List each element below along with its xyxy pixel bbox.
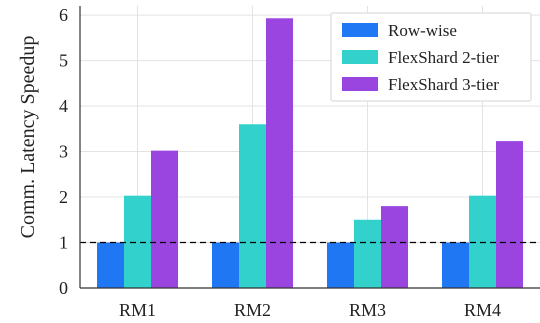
legend-label: FlexShard 3-tier (388, 75, 499, 94)
bar (354, 219, 381, 288)
bar (442, 242, 469, 288)
y-tick-label: 5 (59, 51, 68, 71)
bar (97, 242, 124, 288)
y-axis-label: Comm. Latency Speedup (17, 36, 39, 239)
bar (124, 195, 151, 288)
y-tick-label: 2 (59, 187, 68, 207)
bar (469, 195, 496, 288)
bar (381, 206, 408, 288)
y-tick-label: 4 (59, 96, 68, 116)
legend-swatch (342, 23, 378, 37)
bar (327, 242, 354, 288)
bar (239, 124, 266, 289)
x-tick-label: RM4 (464, 300, 501, 320)
y-tick-label: 0 (59, 278, 68, 298)
legend-label: FlexShard 2-tier (388, 48, 499, 67)
y-tick-label: 3 (59, 142, 68, 162)
legend-swatch (342, 77, 378, 91)
legend-box (330, 12, 532, 102)
x-tick-label: RM3 (349, 300, 386, 320)
bar (212, 242, 239, 288)
bars (97, 18, 523, 289)
bar (266, 18, 293, 289)
legend-label: Row-wise (388, 21, 457, 40)
axes: 0 1 2 3 4 5 6 RM1 RM2 RM3 RM4 (59, 5, 540, 320)
y-tick-label: 1 (59, 233, 68, 253)
x-tick-label: RM2 (234, 300, 271, 320)
legend: Row-wise FlexShard 2-tier FlexShard 3-tier (330, 12, 532, 102)
bar (496, 141, 523, 288)
y-tick-label: 6 (59, 5, 68, 25)
x-tick-label: RM1 (119, 300, 156, 320)
legend-swatch (342, 50, 378, 64)
bar (151, 150, 178, 288)
